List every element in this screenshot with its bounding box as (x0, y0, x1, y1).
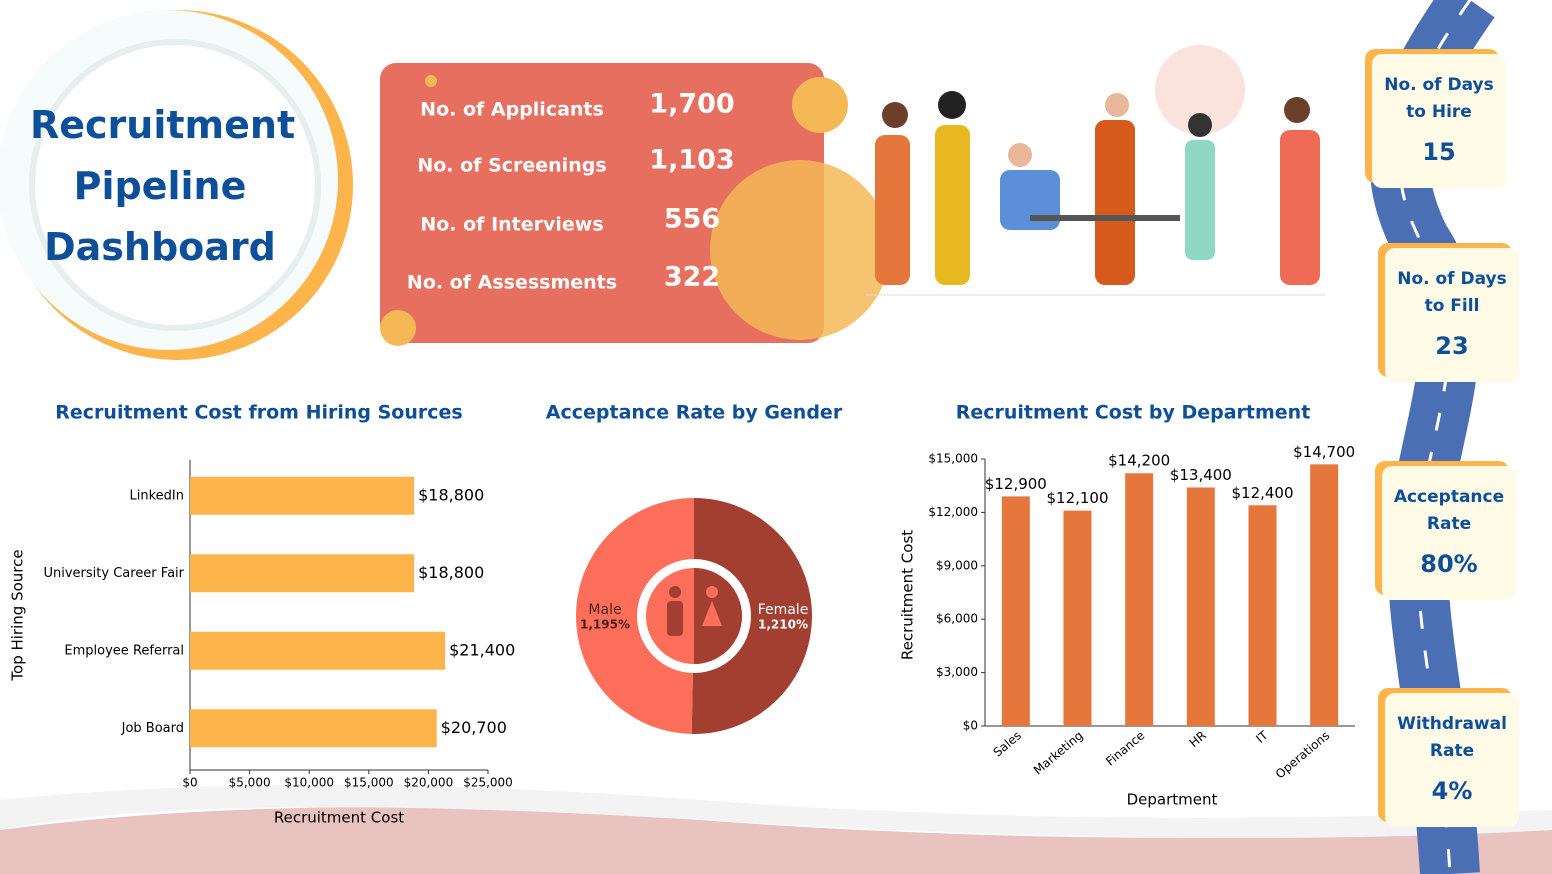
funnel-label: No. of Assessments (407, 272, 617, 294)
funnel-value: 1,103 (649, 145, 734, 176)
x-tick-label: Sales (991, 728, 1024, 759)
bar (1063, 510, 1092, 726)
y-tick-label: $0 (963, 719, 978, 733)
decor (792, 77, 848, 133)
value-label: $12,900 (985, 475, 1047, 493)
bar (1248, 505, 1277, 726)
icon-male-head (669, 586, 681, 598)
decor (380, 310, 416, 346)
bar (190, 554, 415, 593)
decor (710, 160, 890, 340)
y-axis-label: Recruitment Cost (899, 530, 917, 660)
bottom-wave (0, 807, 1552, 874)
funnel-value: 556 (664, 204, 720, 235)
kpi-label: Acceptance Rate (1393, 487, 1505, 534)
chart-title: Recruitment Cost by Department (956, 402, 1311, 424)
segment-label: Female (758, 602, 809, 618)
value-label: $18,800 (418, 485, 484, 504)
y-tick-label: $15,000 (928, 452, 978, 466)
kpi-card: No. of Days to Hire 15 (1372, 54, 1506, 188)
y-tick-label: $12,000 (928, 505, 978, 519)
dashboard-title: Recruitment Pipeline Dashboard (30, 103, 296, 269)
donut-segment (691, 498, 812, 734)
y-tick-label: Employee Referral (64, 643, 184, 658)
value-label: $12,100 (1046, 489, 1108, 507)
y-tick-label: $3,000 (936, 665, 978, 679)
x-axis-label: Department (1127, 791, 1218, 809)
bar (190, 709, 437, 748)
x-tick-label: Marketing (1031, 728, 1086, 777)
chart-title: Recruitment Cost from Hiring Sources (55, 402, 462, 424)
segment-value: 1,210% (758, 618, 808, 632)
funnel-label: No. of Applicants (420, 99, 604, 121)
kpi-value: 4% (1431, 777, 1473, 805)
x-tick-label: $25,000 (463, 776, 513, 790)
kpi-label: No. of Days to Hire (1384, 75, 1494, 122)
funnel-label: No. of Interviews (420, 214, 603, 236)
kpi-value: 23 (1435, 332, 1469, 360)
x-axis-label: Recruitment Cost (274, 809, 404, 827)
bar (1186, 487, 1215, 726)
kpi-card: No. of Days to Fill 23 (1385, 248, 1519, 382)
x-tick-label: $0 (182, 776, 197, 790)
x-tick-label: $10,000 (284, 776, 334, 790)
chart-title: Acceptance Rate by Gender (546, 402, 843, 424)
bar (190, 476, 415, 515)
donut-segment (575, 498, 694, 734)
value-label: $14,700 (1293, 443, 1355, 461)
value-label: $20,700 (441, 718, 507, 737)
x-tick-label: IT (1253, 728, 1271, 746)
y-tick-label: LinkedIn (130, 488, 184, 503)
value-label: $21,400 (449, 640, 515, 659)
bar (1001, 496, 1030, 726)
x-tick-label: Finance (1103, 728, 1147, 768)
y-tick-label: $9,000 (936, 558, 978, 572)
y-tick-label: $6,000 (936, 612, 978, 626)
x-tick-label: HR (1187, 728, 1209, 750)
kpi-value: 80% (1420, 550, 1478, 578)
x-tick-label: Operations (1273, 728, 1333, 781)
bar (190, 631, 446, 670)
y-tick-label: University Career Fair (44, 566, 185, 581)
title-circle (29, 39, 321, 331)
icon-male (667, 601, 683, 636)
segment-value: 1,195% (580, 618, 630, 632)
value-label: $18,800 (418, 563, 484, 582)
y-tick-label: Job Board (121, 721, 184, 736)
funnel-value: 322 (664, 262, 720, 293)
bar (1125, 473, 1154, 726)
x-tick-label: $20,000 (404, 776, 454, 790)
bar (1310, 464, 1339, 726)
kpi-value: 15 (1422, 138, 1456, 166)
icon-female (702, 601, 722, 626)
x-tick-label: $15,000 (344, 776, 394, 790)
kpi-label: Withdrawal Rate (1397, 714, 1507, 761)
value-label: $13,400 (1170, 466, 1232, 484)
kpi-card: Acceptance Rate 80% (1382, 466, 1516, 600)
decor (425, 75, 437, 87)
kpi-label: No. of Days to Fill (1397, 269, 1507, 316)
x-tick-label: $5,000 (229, 776, 271, 790)
value-label: $12,400 (1231, 484, 1293, 502)
kpi-card: Withdrawal Rate 4% (1385, 693, 1519, 827)
funnel-label: No. of Screenings (417, 155, 606, 177)
illustration (865, 45, 1325, 296)
y-axis-label: Top Hiring Source (9, 549, 27, 681)
bottom-wave-light (0, 785, 1552, 838)
segment-label: Male (588, 602, 621, 618)
value-label: $14,200 (1108, 452, 1170, 470)
funnel-value: 1,700 (649, 89, 734, 120)
icon-female-head (706, 586, 718, 598)
